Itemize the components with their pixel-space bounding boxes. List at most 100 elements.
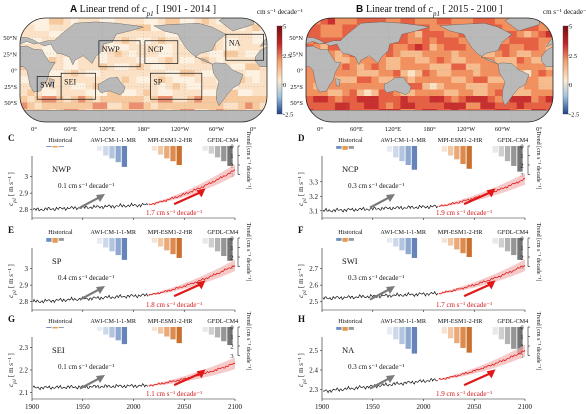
trend-cell bbox=[422, 50, 430, 58]
trend-bar bbox=[103, 146, 109, 156]
trend-cell bbox=[422, 76, 430, 84]
trend-cell bbox=[335, 50, 343, 58]
trend-cell bbox=[407, 70, 416, 77]
trend-cell bbox=[327, 89, 336, 97]
lat-label: 50°S bbox=[4, 100, 17, 107]
trend-cell bbox=[56, 89, 64, 97]
trend-cell bbox=[92, 102, 101, 110]
historical-arrow-head bbox=[96, 193, 105, 202]
trend-cell bbox=[400, 63, 409, 71]
trend-bar bbox=[121, 238, 128, 260]
trend-cell bbox=[538, 102, 547, 110]
trend-cell bbox=[494, 70, 503, 77]
projection-series bbox=[438, 349, 526, 380]
trend-cell bbox=[20, 102, 28, 110]
trend-cell bbox=[371, 63, 379, 71]
trend-cell bbox=[99, 50, 108, 58]
trend-cell bbox=[502, 102, 510, 110]
trend-cell bbox=[393, 57, 401, 64]
trend-cell bbox=[92, 18, 101, 25]
trend-cell bbox=[458, 63, 467, 71]
trend-bar bbox=[46, 327, 52, 328]
projection-spread bbox=[438, 344, 525, 381]
trend-bar bbox=[52, 146, 58, 148]
trend-bar bbox=[214, 327, 221, 338]
trend-cell bbox=[349, 96, 358, 103]
trend-cell bbox=[78, 89, 86, 97]
trend-cell bbox=[320, 102, 329, 110]
trend-cell bbox=[342, 24, 350, 32]
trend-cell bbox=[458, 76, 467, 84]
trend-cell bbox=[320, 37, 329, 45]
trend-cell bbox=[165, 89, 173, 97]
trend-bar bbox=[208, 327, 215, 335]
trend-cell bbox=[327, 96, 336, 103]
trend-cell bbox=[143, 50, 152, 58]
trend-cell bbox=[306, 96, 314, 103]
trend-bar bbox=[157, 238, 164, 247]
trend-cell bbox=[136, 18, 144, 25]
trend-cell bbox=[128, 89, 137, 97]
trend-bar bbox=[221, 238, 227, 257]
trend-cell bbox=[480, 76, 488, 84]
trend-cell bbox=[364, 63, 372, 71]
trend-cell bbox=[172, 57, 181, 64]
trend-cell bbox=[165, 50, 173, 58]
trend-bar bbox=[441, 238, 448, 243]
trend-cell bbox=[245, 50, 253, 58]
y-tick-label: 2.6 bbox=[309, 282, 318, 290]
y-axis-label-part: p1 bbox=[303, 198, 308, 204]
map-title-part: c bbox=[142, 4, 147, 15]
trend-cell bbox=[165, 102, 173, 110]
map-panel-b: B Linear trend of cp1 [ 2015 - 2100 ]50°… bbox=[289, 4, 586, 133]
trend-cell bbox=[436, 63, 445, 71]
trend-bar bbox=[393, 146, 399, 158]
trend-cell bbox=[114, 44, 123, 51]
trend-cell bbox=[502, 24, 510, 32]
trend-cell bbox=[458, 18, 467, 25]
bar-axis-tick-label: 2 bbox=[230, 163, 233, 170]
trend-bar bbox=[405, 327, 411, 349]
trend-cell bbox=[41, 31, 50, 38]
historical-arrow-head bbox=[96, 285, 105, 294]
trend-bar bbox=[336, 146, 342, 149]
trend-cell bbox=[70, 76, 79, 84]
bar-axis-tick-label: 1 bbox=[230, 334, 233, 341]
trend-cell bbox=[114, 31, 123, 38]
lon-label: 120°W bbox=[171, 126, 190, 133]
model-label: MPI-ESM1-2-HR bbox=[148, 229, 194, 236]
trend-cell bbox=[516, 96, 525, 103]
y-tick-label: 3.1 bbox=[309, 207, 318, 215]
historical-trend-label: 0.3 cm s⁻¹ decade⁻¹ bbox=[348, 182, 404, 190]
trend-cell bbox=[414, 83, 423, 90]
trend-cell bbox=[208, 76, 217, 84]
trend-cell bbox=[494, 18, 503, 25]
trend-cell bbox=[313, 96, 321, 103]
trend-cell bbox=[78, 18, 86, 25]
trend-cell bbox=[320, 31, 329, 38]
trend-bar bbox=[58, 327, 64, 328]
y-axis-label-part: [ m s⁻¹ ] bbox=[7, 353, 15, 379]
trend-cell bbox=[444, 37, 452, 45]
trend-cell bbox=[259, 18, 267, 25]
trend-cell bbox=[451, 83, 459, 90]
trend-cell bbox=[230, 63, 239, 71]
trend-cell bbox=[458, 31, 467, 38]
trend-cell bbox=[201, 83, 210, 90]
y-axis-label-part: [ m s⁻¹ ] bbox=[7, 172, 15, 198]
trend-cell bbox=[502, 57, 510, 64]
trend-cell bbox=[34, 44, 43, 51]
trend-cell bbox=[465, 83, 474, 90]
trend-bar bbox=[441, 327, 448, 334]
trend-cell bbox=[393, 44, 401, 51]
y-axis-label: cp1 [ m s⁻¹ ] bbox=[7, 353, 18, 387]
y-axis-label-part: c bbox=[7, 202, 15, 206]
trend-bar bbox=[214, 146, 221, 158]
trend-cell bbox=[458, 96, 467, 103]
trend-cell bbox=[414, 31, 423, 38]
trend-cell bbox=[342, 76, 350, 84]
region-name: NCP bbox=[342, 164, 359, 174]
trend-cell bbox=[208, 70, 217, 77]
trend-bar bbox=[151, 146, 158, 151]
colorbar-tick-label: 0 bbox=[569, 82, 572, 89]
